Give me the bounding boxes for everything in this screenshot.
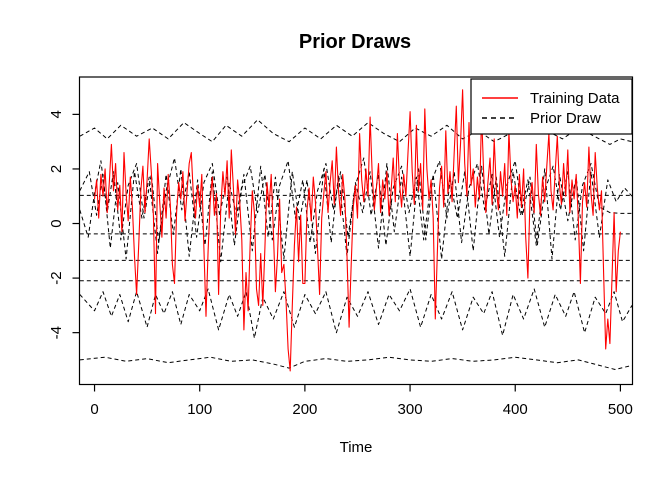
prior-draw-8-line xyxy=(79,157,632,246)
legend: Training Data Prior Draw xyxy=(470,78,633,135)
y-tick-label: -4 xyxy=(48,326,65,339)
y-tick-label: 4 xyxy=(48,110,65,118)
prior-draw-9-line xyxy=(79,288,633,339)
y-tick-label: -2 xyxy=(48,271,65,284)
series-layer xyxy=(79,89,633,372)
x-tick-label: 200 xyxy=(292,401,317,418)
legend-box xyxy=(470,78,633,135)
y-tick-label: 0 xyxy=(48,219,65,227)
plot-border xyxy=(78,76,634,386)
axes-layer: 0 100 200 300 400 500 -4 -2 0 2 4 xyxy=(48,76,634,418)
x-tick-label: 400 xyxy=(503,401,528,418)
training-data-line xyxy=(93,89,621,372)
y-tick-label: 2 xyxy=(48,165,65,173)
x-tick-label: 100 xyxy=(187,401,212,418)
prior-draw-6-line xyxy=(79,356,633,370)
chart-title: Prior Draws xyxy=(299,31,411,53)
x-tick-label: 300 xyxy=(398,401,423,418)
x-tick-label: 500 xyxy=(608,401,633,418)
x-tick-label: 0 xyxy=(90,401,98,418)
legend-label-prior-draw: Prior Draw xyxy=(530,110,601,127)
legend-label-training-data: Training Data xyxy=(530,90,620,107)
x-axis-label: Time xyxy=(340,439,373,456)
